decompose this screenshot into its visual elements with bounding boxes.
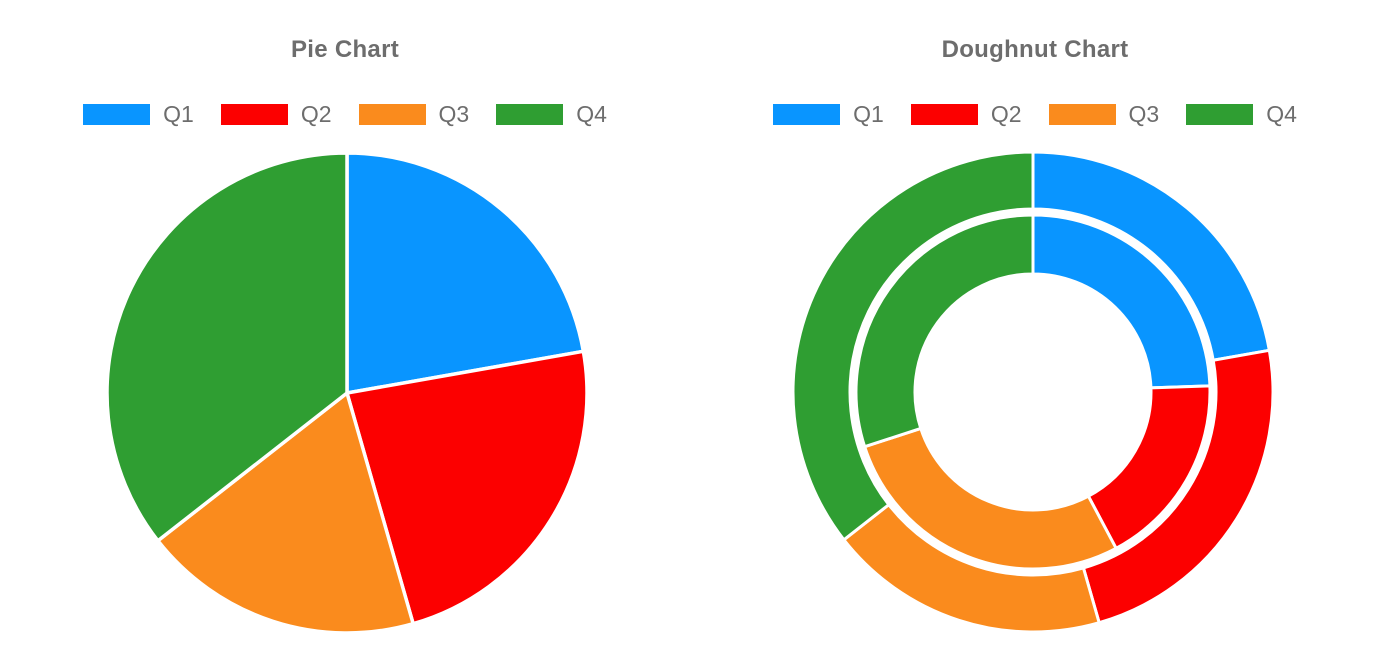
pie-chart-title: Pie Chart bbox=[290, 36, 400, 63]
legend-item-q4[interactable]: Q4 bbox=[1186, 100, 1297, 127]
doughnut-chart-legend: Q1 Q2 Q3 Q4 bbox=[690, 101, 1380, 127]
pie-slice-q1[interactable] bbox=[345, 151, 586, 395]
legend-label-q4: Q4 bbox=[576, 100, 607, 127]
legend-label-q2: Q2 bbox=[990, 100, 1022, 127]
legend-swatch-q4 bbox=[496, 103, 564, 125]
legend-label-q2: Q2 bbox=[300, 100, 332, 127]
legend-label-q4: Q4 bbox=[1266, 100, 1297, 127]
doughnut-outer-ring-segment-q4[interactable] bbox=[791, 150, 1035, 542]
legend-label-q3: Q3 bbox=[1128, 100, 1160, 127]
doughnut-chart[interactable] bbox=[690, 146, 1380, 666]
legend-item-q3[interactable]: Q3 bbox=[358, 100, 470, 127]
doughnut-inner-ring-segment-q4[interactable] bbox=[854, 213, 1035, 449]
legend-swatch-q2 bbox=[910, 103, 978, 125]
pie-chart-legend: Q1 Q2 Q3 Q4 bbox=[0, 101, 690, 127]
legend-item-q1[interactable]: Q1 bbox=[83, 100, 194, 127]
pie-slice-q3[interactable] bbox=[156, 391, 415, 635]
legend-item-q3[interactable]: Q3 bbox=[1048, 100, 1160, 127]
legend-item-q1[interactable]: Q1 bbox=[773, 100, 884, 127]
legend-swatch-q3 bbox=[358, 103, 426, 125]
legend-swatch-q3 bbox=[1048, 103, 1116, 125]
legend-item-q4[interactable]: Q4 bbox=[496, 100, 607, 127]
legend-label-q1: Q1 bbox=[853, 100, 884, 127]
legend-label-q1: Q1 bbox=[163, 100, 194, 127]
legend-swatch-q2 bbox=[220, 103, 288, 125]
pie-slice-q2[interactable] bbox=[345, 349, 589, 626]
doughnut-chart-panel: Doughnut Chart Q1 Q2 Q3 Q4 bbox=[690, 0, 1380, 666]
doughnut-chart-title: Doughnut Chart bbox=[941, 36, 1129, 63]
legend-swatch-q1 bbox=[773, 103, 841, 125]
doughnut-inner-ring-segment-q3[interactable] bbox=[863, 426, 1118, 571]
legend-swatch-q1 bbox=[83, 103, 151, 125]
pie-slice-q4[interactable] bbox=[105, 151, 349, 543]
legend-swatch-q4 bbox=[1186, 103, 1254, 125]
pie-chart-panel: Pie Chart Q1 Q2 Q3 Q4 bbox=[0, 36, 690, 666]
legend-item-q2[interactable]: Q2 bbox=[220, 100, 332, 127]
legend-item-q2[interactable]: Q2 bbox=[910, 100, 1022, 127]
legend-label-q3: Q3 bbox=[438, 100, 470, 127]
pie-chart[interactable] bbox=[0, 146, 690, 666]
